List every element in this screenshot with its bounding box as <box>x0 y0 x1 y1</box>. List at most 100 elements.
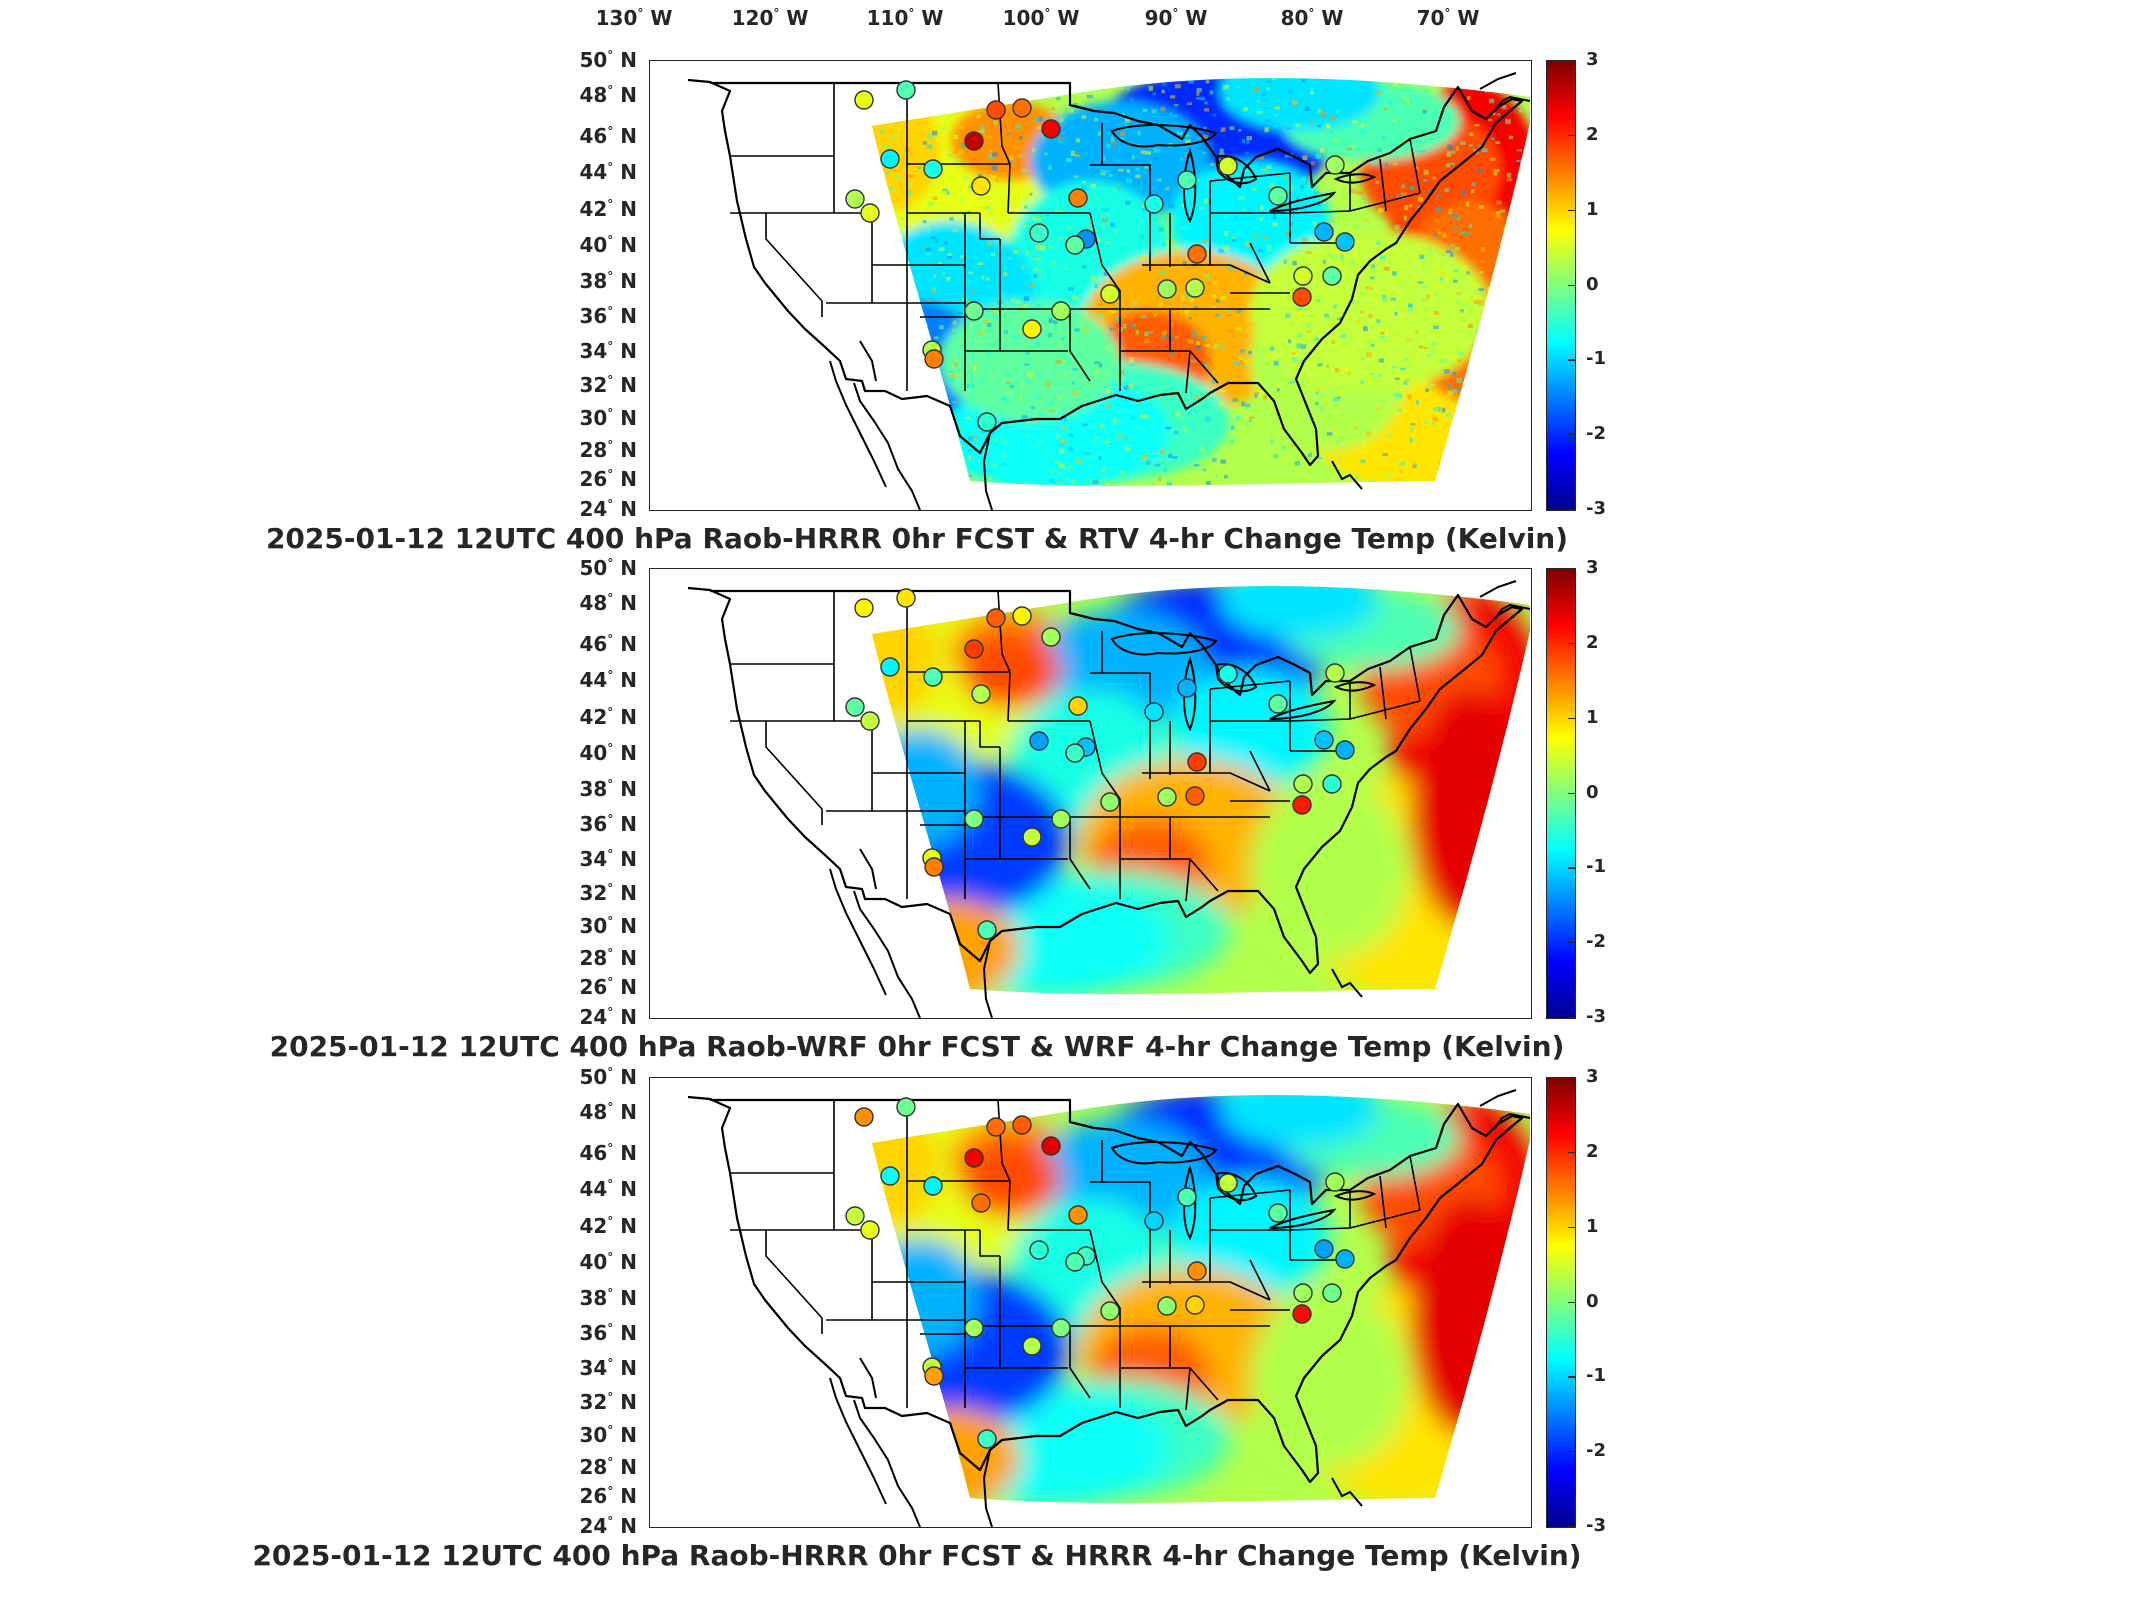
raob-stations <box>845 1097 1355 1449</box>
coastline <box>687 586 1524 975</box>
latitude-label: 50° N <box>579 556 637 580</box>
raob-station-marker <box>964 131 984 151</box>
latitude-label: 26° N <box>579 467 637 491</box>
raob-station-marker <box>977 1429 997 1449</box>
latitude-label: 24° N <box>579 1005 637 1029</box>
raob-station-marker <box>1065 743 1085 763</box>
latitude-label: 44° N <box>579 1177 637 1201</box>
colorbar-tick-label: -3 <box>1586 1515 1606 1536</box>
raob-station-marker <box>1100 792 1120 812</box>
latitude-label: 36° N <box>579 1321 637 1345</box>
latitude-label: 42° N <box>579 705 637 729</box>
raob-station-marker <box>977 412 997 432</box>
raob-station-marker <box>880 1166 900 1186</box>
colorbar-tick-label: -1 <box>1586 1365 1606 1387</box>
latitude-label: 48° N <box>579 591 637 615</box>
raob-station-marker <box>1322 1283 1342 1303</box>
raob-station-marker <box>923 159 943 179</box>
colorbar-tick-mark <box>1568 284 1575 286</box>
raob-station-marker <box>1157 787 1177 807</box>
raob-station-marker <box>986 1117 1006 1137</box>
colorbar-tick-label: -3 <box>1586 498 1606 519</box>
mexico-coast <box>829 580 1531 1018</box>
raob-station-marker <box>1187 752 1207 772</box>
raob-station-marker <box>971 176 991 196</box>
raob-station-marker <box>1157 1296 1177 1316</box>
colorbar-tick-mark <box>1568 1526 1575 1528</box>
raob-station-marker <box>1293 774 1313 794</box>
latitude-label: 40° N <box>579 233 637 257</box>
latitude-label: 50° N <box>579 48 637 72</box>
latitude-label: 46° N <box>579 1141 637 1165</box>
colorbar-tick-mark <box>1568 1301 1575 1303</box>
raob-station-marker <box>1051 809 1071 829</box>
colorbar-tick-mark <box>1568 434 1575 436</box>
raob-station-marker <box>1325 155 1345 175</box>
raob-station-marker <box>860 711 880 731</box>
raob-station-marker <box>964 639 984 659</box>
latitude-label: 28° N <box>579 946 637 970</box>
colorbar-tick-label: 3 <box>1586 1066 1599 1087</box>
raob-station-marker <box>1041 627 1061 647</box>
latitude-label: 28° N <box>579 438 637 462</box>
colorbar-tick-label: 0 <box>1586 273 1599 295</box>
raob-station-marker <box>1292 1304 1312 1324</box>
colorbar-tick-label: 1 <box>1586 1215 1599 1237</box>
raob-station-marker <box>1051 1318 1071 1338</box>
latitude-label: 50° N <box>579 1065 637 1089</box>
raob-station-marker <box>860 203 880 223</box>
raob-station-marker <box>964 809 984 829</box>
raob-station-marker <box>1185 278 1205 298</box>
colorbar-tick-label: 3 <box>1586 557 1599 578</box>
coastline <box>687 1095 1524 1484</box>
raob-station-marker <box>1322 774 1342 794</box>
colorbar-tick-mark <box>1568 1077 1575 1079</box>
map-plot <box>687 1089 1531 1527</box>
longitude-label: 100° W <box>1002 6 1080 30</box>
raob-station-marker <box>971 684 991 704</box>
raob-station-marker <box>1292 795 1312 815</box>
latitude-label: 46° N <box>579 124 637 148</box>
raob-station-marker <box>924 1366 944 1386</box>
raob-station-marker <box>845 697 865 717</box>
raob-station-marker <box>964 1318 984 1338</box>
raob-station-marker <box>896 1097 916 1117</box>
raob-station-marker <box>1068 1205 1088 1225</box>
panel-title: 2025-01-12 12UTC 400 hPa Raob-HRRR 0hr F… <box>252 1539 1582 1572</box>
longitude-label: 110° W <box>866 6 944 30</box>
raob-station-marker <box>854 1107 874 1127</box>
latitude-label: 26° N <box>579 975 637 999</box>
colorbar-tick-label: 2 <box>1586 123 1599 145</box>
raob-station-marker <box>1144 194 1164 214</box>
raob-station-marker <box>1335 232 1355 252</box>
raob-station-marker <box>923 1176 943 1196</box>
raob-station-marker <box>880 657 900 677</box>
raob-station-marker <box>1100 284 1120 304</box>
raob-station-marker <box>1185 786 1205 806</box>
raob-station-marker <box>1157 279 1177 299</box>
colorbar-tick-label: -2 <box>1586 423 1606 445</box>
raob-station-marker <box>1314 730 1334 750</box>
raob-station-marker <box>1065 235 1085 255</box>
raob-station-marker <box>1292 287 1312 307</box>
latitude-label: 42° N <box>579 1214 637 1238</box>
map-panel-2 <box>649 568 1532 1019</box>
raob-station-marker <box>1218 1173 1238 1193</box>
mexico-coast <box>829 72 1531 510</box>
raob-station-marker <box>1322 266 1342 286</box>
latitude-label: 32° N <box>579 373 637 397</box>
raob-station-marker <box>1022 1336 1042 1356</box>
raob-stations <box>845 80 1355 432</box>
latitude-label: 44° N <box>579 160 637 184</box>
colorbar-tick-mark <box>1568 1226 1575 1228</box>
raob-station-marker <box>1068 696 1088 716</box>
raob-station-marker <box>977 920 997 940</box>
latitude-label: 36° N <box>579 304 637 328</box>
raob-station-marker <box>1268 186 1288 206</box>
colorbar-tick-mark <box>1568 509 1575 511</box>
state-boundaries <box>730 82 1421 394</box>
colorbar-tick-label: 0 <box>1586 1290 1599 1312</box>
colorbar-tick-label: -2 <box>1586 1440 1606 1462</box>
raob-station-marker <box>1185 1295 1205 1315</box>
latitude-label: 38° N <box>579 1286 637 1310</box>
